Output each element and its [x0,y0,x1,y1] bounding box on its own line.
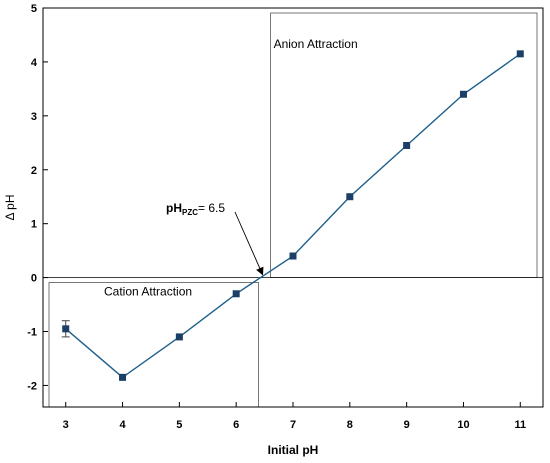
data-point-0 [62,325,70,333]
y-tick-label-2: 2 [31,165,37,177]
region-label-1: Anion Attraction [274,37,358,51]
y-tick-label--1: -1 [27,327,37,339]
region-label-0: Cation Attraction [104,285,192,299]
pzc-arrow [234,211,264,276]
pzc-label-main: pH [166,201,182,215]
x-tick-label-4: 4 [119,419,126,431]
y-tick-label-0: 0 [31,273,37,285]
y-tick-label--2: -2 [27,380,37,392]
data-point-4 [289,252,297,260]
x-tick-label-9: 9 [404,419,410,431]
x-tick-label-5: 5 [176,419,182,431]
x-tick-label-6: 6 [233,419,239,431]
pzc-label-value: = 6.5 [198,201,225,215]
y-tick-label-3: 3 [31,111,37,123]
pzc-label-sub: PZC [182,208,198,217]
x-tick-label-10: 10 [457,419,469,431]
data-point-7 [459,90,467,98]
data-point-5 [346,193,354,201]
y-tick-label-5: 5 [31,3,37,15]
x-tick-label-3: 3 [63,419,69,431]
x-tick-label-11: 11 [514,419,526,431]
x-axis-title: Initial pH [268,443,319,457]
x-tick-label-8: 8 [347,419,353,431]
data-point-1 [119,373,127,381]
series-line-0 [65,53,521,379]
data-point-3 [232,290,240,298]
pzc-label: pHPZC= 6.5 [166,201,225,217]
y-tick-label-1: 1 [31,219,37,231]
data-point-8 [516,50,524,58]
plot-frame [42,7,544,408]
data-point-6 [403,141,411,149]
x-tick-label-7: 7 [290,419,296,431]
data-point-2 [175,333,183,341]
y-tick-label-4: 4 [31,57,38,69]
y-axis-title: Δ pH [3,194,17,220]
